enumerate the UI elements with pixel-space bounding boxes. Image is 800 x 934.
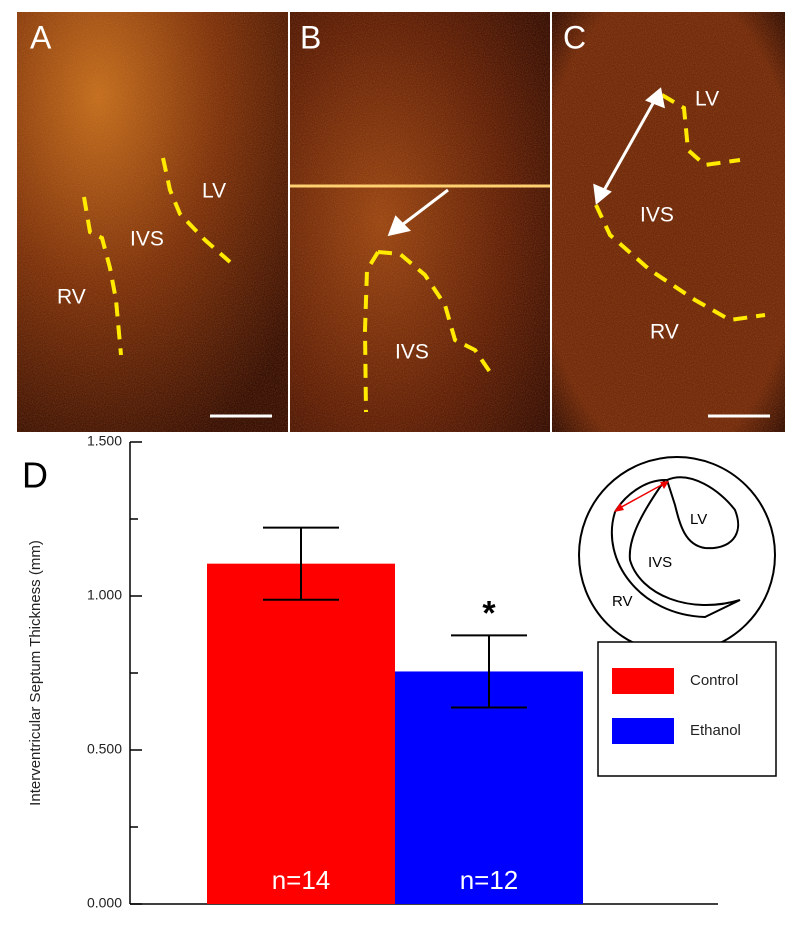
arrow bbox=[397, 188, 449, 230]
annotation: IVS bbox=[130, 228, 164, 251]
y-tick-label: 0.000 bbox=[87, 895, 122, 911]
panel-b-texture bbox=[290, 12, 550, 432]
boundary bbox=[362, 250, 380, 413]
annotation: RV bbox=[57, 286, 86, 309]
panel-label: D bbox=[22, 455, 48, 496]
inset-arrow bbox=[615, 481, 668, 511]
legend-swatch bbox=[612, 718, 674, 744]
image-panels: A B C LV IVS RV IVS LV IVS RV bbox=[17, 12, 785, 432]
annotation: LV bbox=[695, 88, 719, 111]
significance-marker: * bbox=[482, 594, 496, 632]
inset-outer bbox=[578, 456, 776, 654]
legend-label: Ethanol bbox=[690, 722, 741, 739]
annotation: LV bbox=[202, 180, 226, 203]
boundary bbox=[161, 157, 232, 264]
y-tick-label: 1.000 bbox=[87, 587, 122, 603]
annotation: RV bbox=[650, 321, 679, 344]
inset-label: LV bbox=[690, 511, 707, 528]
annotation: IVS bbox=[395, 341, 429, 364]
annotations: LV IVS RV IVS LV IVS RV bbox=[57, 88, 719, 364]
y-tick-label: 0.500 bbox=[87, 741, 122, 757]
inset-lv bbox=[665, 476, 740, 550]
arrow-head bbox=[645, 87, 665, 109]
panel-labels: A B C bbox=[30, 19, 586, 55]
boundary bbox=[660, 93, 741, 168]
panel-c-texture bbox=[552, 12, 785, 432]
divider bbox=[288, 12, 290, 432]
y-axis-label: Interventricular Septum Thickness (mm) bbox=[27, 540, 44, 806]
boundary bbox=[594, 204, 766, 323]
double-arrow bbox=[600, 97, 658, 195]
arrow-head bbox=[593, 183, 612, 205]
y-tick-label: 1.500 bbox=[87, 433, 122, 449]
annotation: IVS bbox=[640, 204, 674, 227]
legend-swatch bbox=[612, 668, 674, 694]
inset-arrow-head bbox=[614, 481, 669, 512]
panel-label: C bbox=[563, 19, 586, 55]
legend-label: Control bbox=[690, 672, 738, 689]
legend bbox=[597, 641, 777, 777]
boundary bbox=[377, 250, 494, 377]
bar bbox=[207, 563, 395, 904]
chart: D Interventricular Septum Thickness (mm)… bbox=[22, 433, 777, 911]
divider bbox=[550, 12, 552, 432]
panel-label: A bbox=[30, 19, 52, 55]
inset-label: RV bbox=[612, 593, 633, 610]
bar bbox=[395, 671, 583, 904]
boundaries bbox=[82, 93, 766, 413]
inset-label: IVS bbox=[648, 554, 672, 571]
panel-label: B bbox=[300, 19, 321, 55]
boundary bbox=[82, 196, 123, 356]
inset-septum bbox=[610, 478, 741, 619]
inset-schematic: LV IVS RV bbox=[578, 456, 776, 654]
bar-label: n=12 bbox=[460, 865, 519, 895]
arrow-head bbox=[387, 215, 411, 237]
bar-label: n=14 bbox=[272, 865, 331, 895]
panel-a-texture bbox=[17, 12, 288, 432]
arrows bbox=[210, 87, 770, 418]
